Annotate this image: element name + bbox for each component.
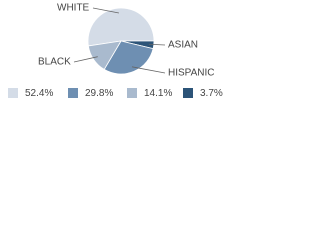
legend-label: 29.8%: [85, 88, 113, 99]
slice-label: BLACK: [38, 57, 71, 68]
slice-label: WHITE: [57, 3, 90, 14]
leader-line: [92, 7, 119, 14]
pie-slice: [87, 7, 155, 47]
legend-label: 3.7%: [200, 88, 223, 99]
leader-line: [73, 56, 98, 63]
legend-label: 14.1%: [144, 88, 172, 99]
slice-label: ASIAN: [168, 40, 198, 51]
legend-swatch: [183, 88, 193, 98]
chart: WHITE ASIAN HISPANIC BLACK 52.4% 29.8% 14.1% 3.…: [8, 3, 223, 99]
slice-label: HISPANIC: [168, 68, 215, 79]
leader-line: [131, 66, 166, 74]
legend-swatch: [68, 88, 78, 98]
legend-label: 52.4%: [25, 88, 53, 99]
pie-slice: [87, 40, 122, 70]
legend-swatch: [8, 88, 18, 98]
leader-line: [148, 43, 166, 46]
legend-swatch: [127, 88, 137, 98]
